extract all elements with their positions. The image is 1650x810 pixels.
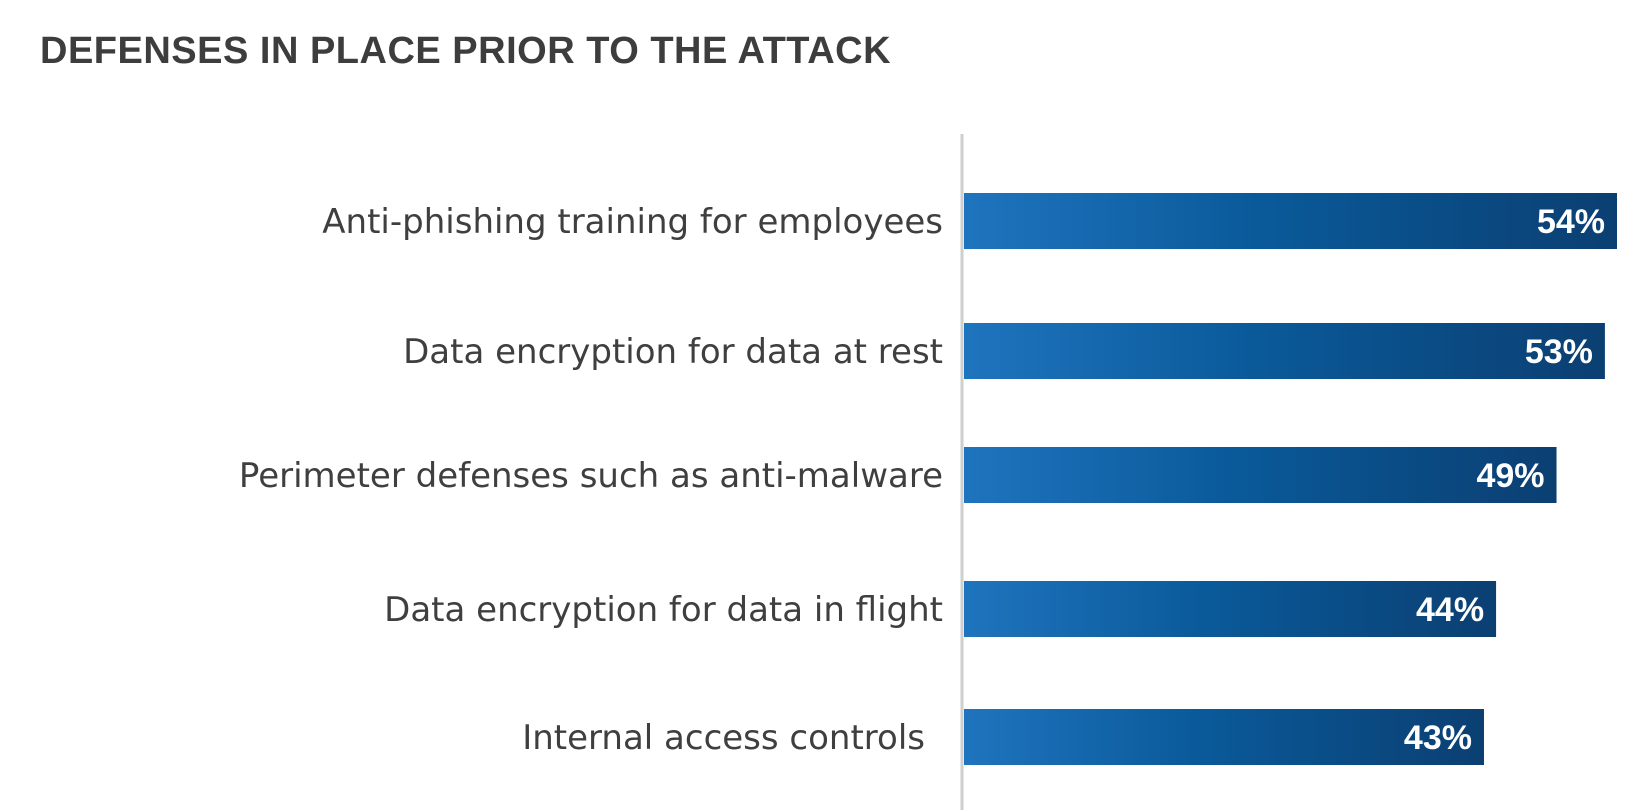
category-label: Data encryption for data at rest: [403, 332, 943, 372]
bar-row: Anti-phishing training for employees 54%: [322, 193, 1617, 249]
bar-row: Perimeter defenses such as anti-malware 4…: [239, 447, 1557, 503]
value-label: 49%: [1476, 457, 1544, 495]
value-label: 43%: [1404, 719, 1472, 757]
bar: [964, 447, 1557, 503]
bar: [964, 323, 1605, 379]
category-label: Anti-phishing training for employees: [322, 202, 943, 242]
bar: [964, 581, 1497, 637]
bar-row: Data encryption for data at rest 53%: [403, 323, 1605, 379]
category-label: Internal access controls: [522, 718, 925, 758]
value-label: 54%: [1537, 203, 1605, 241]
bar-row: Data encryption for data in flight 44%: [384, 581, 1497, 637]
value-label: 53%: [1525, 333, 1593, 371]
bars-group: Anti-phishing training for employees 54% D…: [239, 193, 1617, 765]
value-label: 44%: [1416, 591, 1484, 629]
bar: [964, 193, 1617, 249]
category-label: Perimeter defenses such as anti-malware: [239, 456, 943, 496]
chart-title: DEFENSES IN PLACE PRIOR TO THE ATTACK: [40, 30, 892, 72]
bar-row: Internal access controls 43%: [522, 709, 1484, 765]
category-label: Data encryption for data in flight: [384, 590, 943, 630]
bar: [964, 709, 1484, 765]
